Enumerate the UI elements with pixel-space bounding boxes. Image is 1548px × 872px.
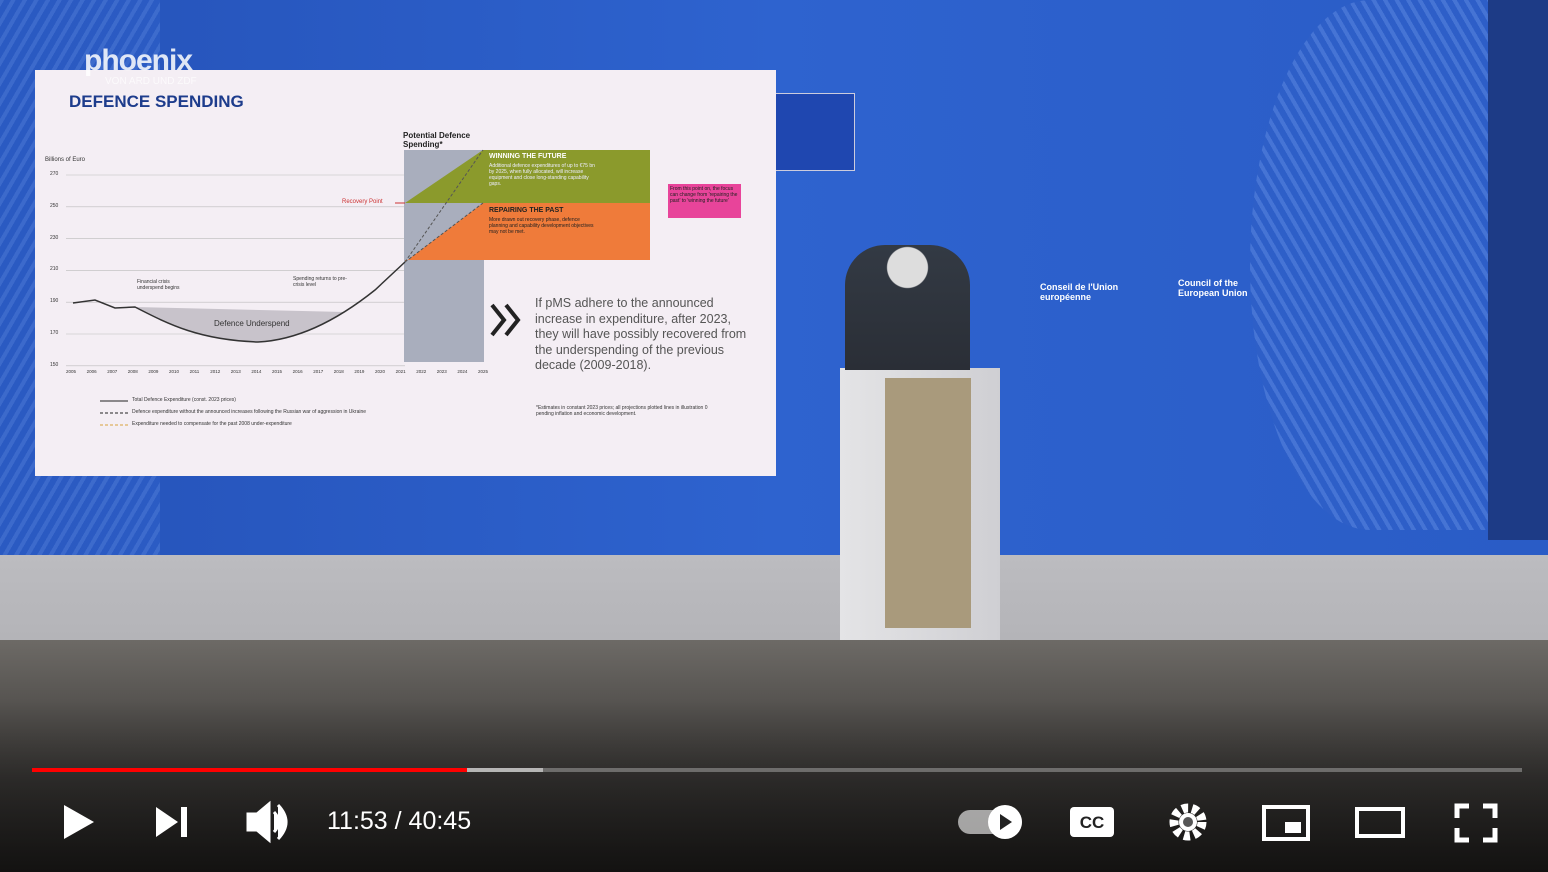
band-label: Potential Defence Spending* [403, 131, 471, 149]
x-tick-label: 2023 [436, 369, 447, 374]
x-tick-label: 2017 [313, 369, 324, 374]
x-tick-label: 2021 [395, 369, 406, 374]
x-tick-label: 2014 [251, 369, 262, 374]
x-tick-label: 2019 [354, 369, 365, 374]
statement: If pMS adhere to the announced increase … [535, 296, 747, 372]
x-tick-label: 2020 [375, 369, 386, 374]
y-tick-label: 190 [50, 298, 59, 305]
backdrop-sign: Council of the European Union [1178, 278, 1248, 298]
chevrons [490, 303, 521, 337]
expenditure-line [72, 261, 406, 343]
x-tick-label: 2010 [169, 369, 180, 374]
cc-button[interactable] [1070, 807, 1114, 837]
play-button[interactable] [64, 805, 94, 839]
x-tick-label: 2013 [230, 369, 241, 374]
x-tick-label: 2015 [272, 369, 283, 374]
next-button[interactable] [156, 807, 187, 837]
x-tick-label: 2012 [210, 369, 221, 374]
past-box [405, 203, 650, 262]
note-right: Spending returns to pre-crisis level [293, 276, 347, 288]
x-tick-label: 2025 [478, 369, 489, 374]
right-edge [1488, 0, 1548, 540]
y-tick-label: 270 [50, 171, 59, 177]
channel-sub: VON ARD UND ZDF [105, 76, 197, 87]
controls-gradient [0, 700, 1548, 872]
y-tick-label: 170 [50, 330, 59, 336]
future-text: Additional defence expenditures of up to… [489, 163, 595, 187]
cc-icon: CC [1080, 813, 1105, 832]
y-tick-label: 210 [50, 266, 59, 273]
y-tick-label: 250 [50, 202, 59, 209]
miniplayer-button[interactable] [1262, 805, 1310, 841]
callout-box [668, 184, 741, 218]
y-tick-label: 150 [50, 361, 59, 368]
control-bar: CC [64, 800, 1498, 844]
y-axis-label: Billions of Euro [45, 157, 86, 163]
x-tick-label: 2005 [66, 369, 77, 374]
slide-title: DEFENCE SPENDING [69, 92, 244, 111]
volume-button[interactable] [246, 800, 288, 844]
projection-lines [404, 149, 484, 263]
x-tick-label: 2006 [86, 369, 97, 374]
time-display: 11:53 / 40:45 [327, 807, 472, 835]
speaker [845, 245, 970, 370]
y-tick-label: 230 [50, 234, 59, 241]
past-text: More drawn out recovery phase, defence p… [489, 217, 594, 235]
footnote: *Estimates in constant 2023 prices; all … [536, 405, 708, 417]
progress-played [32, 768, 467, 772]
legend-entry: Defence expenditure without the announce… [132, 409, 367, 415]
eu-flag [775, 93, 855, 171]
wall-pattern-right [1250, 0, 1490, 530]
theater-button[interactable] [1355, 807, 1405, 838]
x-tick-label: 2007 [107, 369, 118, 374]
x-tick-label: 2024 [457, 369, 468, 374]
x-tick-label: 2009 [148, 369, 159, 374]
podium-panel [885, 378, 971, 628]
underspend-area [135, 307, 345, 342]
progress-track[interactable] [32, 768, 1522, 772]
fullscreen-button[interactable] [1454, 803, 1498, 843]
legend-entry: Total Defence Expenditure (const. 2023 p… [132, 397, 236, 403]
legend-entry: Expenditure needed to compensate for the… [132, 421, 292, 427]
future-heading: WINNING THE FUTURE [489, 153, 567, 160]
channel-logo: phoenix [84, 44, 193, 77]
recovery-label: Recovery Point [342, 199, 383, 205]
x-tick-label: 2018 [333, 369, 344, 374]
future-box [405, 150, 650, 203]
backdrop-sign: Conseil de l'Union européenne [1040, 282, 1119, 302]
past-heading: REPAIRING THE PAST [489, 207, 564, 214]
settings-button[interactable] [1169, 803, 1207, 841]
x-tick-label: 2022 [416, 369, 427, 374]
autoplay-icon [1000, 814, 1012, 830]
callout: From this point on, the focus can change… [670, 186, 738, 204]
x-tick-label: 2016 [292, 369, 303, 374]
note-left: Financial crisis underspend begins [137, 279, 180, 291]
x-tick-label: 2011 [189, 369, 200, 374]
x-tick-label: 2008 [127, 369, 138, 374]
underspend-label: Defence Underspend [214, 319, 290, 328]
